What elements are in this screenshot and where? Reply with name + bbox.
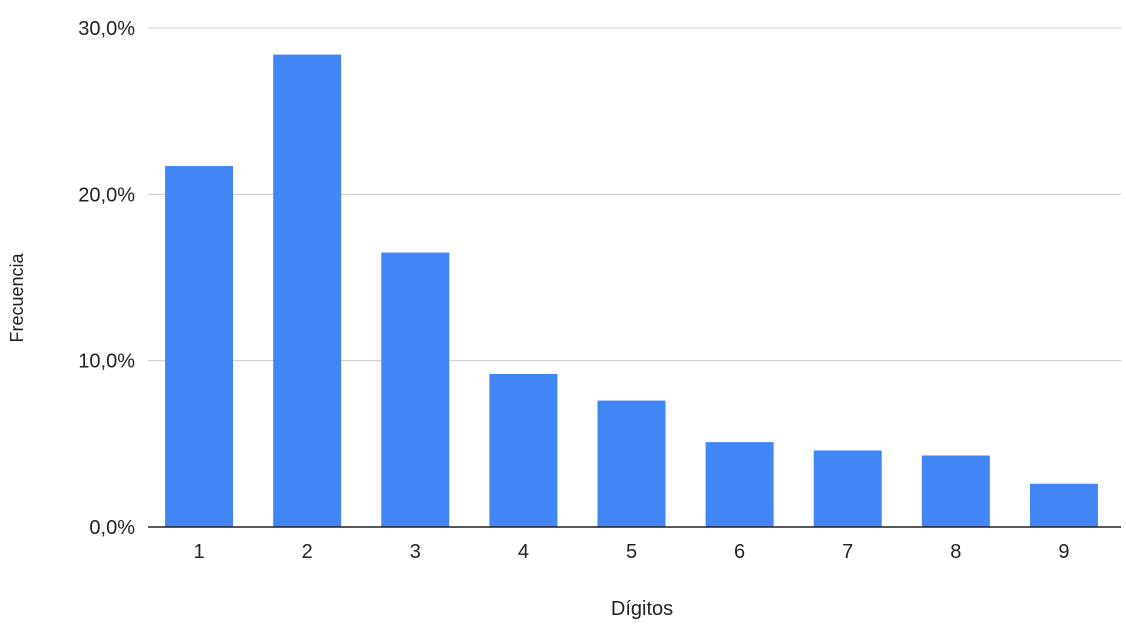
bar-7[interactable] (813, 450, 882, 527)
y-tick-label: 20,0% (78, 184, 135, 206)
y-tick-label: 30,0% (78, 18, 135, 40)
bar-4[interactable] (489, 373, 558, 527)
x-tick-label: 1 (193, 541, 204, 563)
y-tick-label: 10,0% (78, 351, 135, 373)
x-axis-title: Dígitos (611, 598, 673, 620)
bar-6[interactable] (705, 442, 774, 527)
bar-1[interactable] (165, 166, 234, 527)
y-tick-labels: 0,0% 10,0% 20,0% 30,0% (78, 18, 135, 539)
x-tick-label: 7 (842, 541, 853, 563)
bars (165, 54, 1098, 528)
x-tick-label: 9 (1058, 541, 1069, 563)
bar-9[interactable] (1029, 483, 1098, 527)
bar-8[interactable] (921, 455, 990, 527)
x-tick-label: 2 (302, 541, 313, 563)
bar-5[interactable] (597, 400, 666, 527)
x-tick-label: 6 (734, 541, 745, 563)
x-tick-label: 3 (410, 541, 421, 563)
bar-3[interactable] (381, 252, 450, 528)
x-tick-label: 4 (518, 541, 529, 563)
x-tick-label: 8 (950, 541, 961, 563)
x-tick-labels: 1 2 3 4 5 6 7 8 9 (193, 541, 1069, 563)
y-axis-title: Frecuencia (7, 252, 27, 342)
x-tick-label: 5 (626, 541, 637, 563)
y-tick-label: 0,0% (89, 517, 135, 539)
bar-2[interactable] (273, 54, 342, 527)
